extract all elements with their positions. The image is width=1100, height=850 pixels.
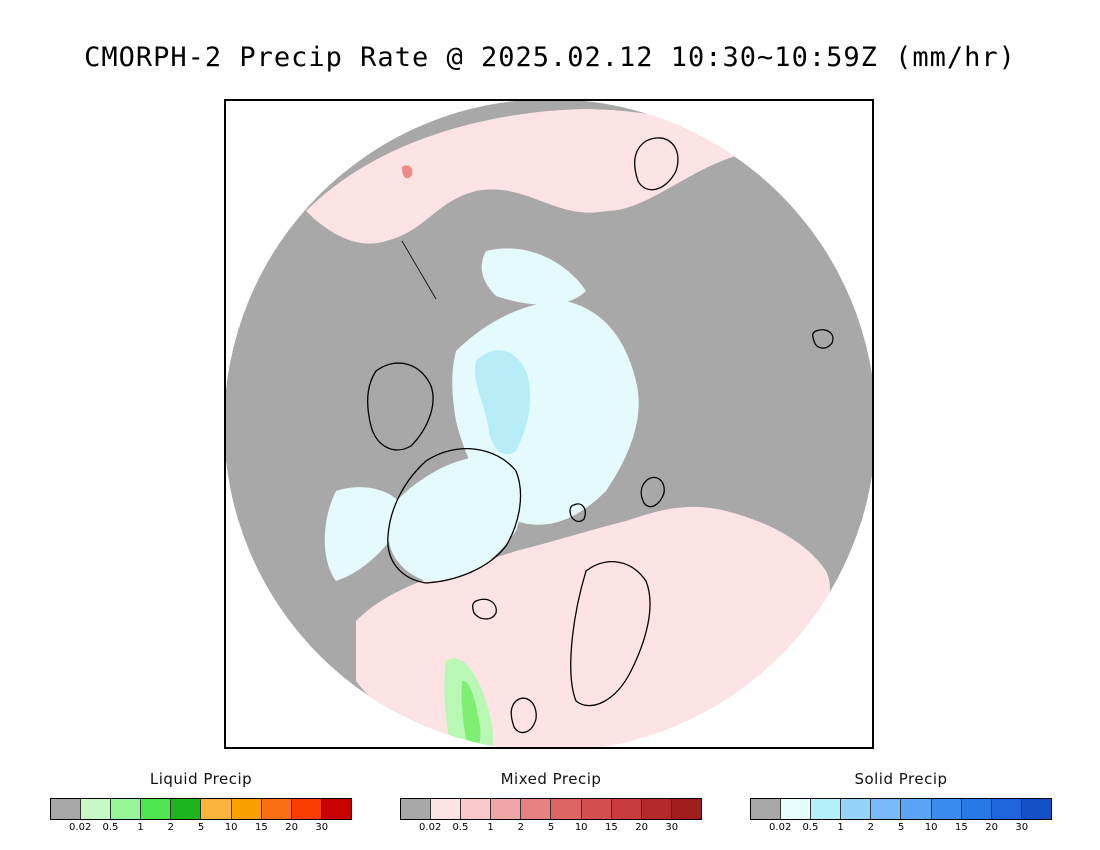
coastline-scandinavia bbox=[570, 561, 651, 707]
legend-tick-label: 0.5 bbox=[102, 822, 119, 833]
legend-title: Solid Precip bbox=[854, 770, 948, 788]
legend-swatch bbox=[901, 799, 932, 819]
legend-swatch bbox=[521, 799, 552, 819]
legend-swatch bbox=[431, 799, 462, 819]
legend-tick-label: 5 bbox=[897, 822, 905, 833]
legend-swatch bbox=[261, 799, 292, 819]
legend-tick-label: 0.5 bbox=[452, 822, 469, 833]
border-alaska-canada bbox=[401, 240, 437, 300]
legend-ticks: 0.02 0.5 1 2 5 10 15 20 30 bbox=[750, 822, 1052, 836]
legend-liquid-precip: Liquid Precip 0.02 0.5 1 2 5 10 15 20 30 bbox=[50, 770, 352, 836]
solid-precip-beaufort bbox=[481, 248, 586, 305]
legend-ticks: 0.02 0.5 1 2 5 10 15 20 30 bbox=[50, 822, 352, 836]
legend-title: Liquid Precip bbox=[149, 770, 253, 788]
legend-swatch bbox=[931, 799, 962, 819]
legend-swatches bbox=[50, 798, 352, 820]
legend-swatch bbox=[781, 799, 812, 819]
legend-tick-label: 5 bbox=[547, 822, 555, 833]
legend-swatch bbox=[841, 799, 872, 819]
coastline-kamchatka bbox=[634, 137, 679, 191]
legend-swatch bbox=[321, 799, 351, 819]
legend-swatch bbox=[751, 799, 782, 819]
legend-swatch bbox=[201, 799, 232, 819]
legend-swatch bbox=[491, 799, 522, 819]
legend-swatch bbox=[551, 799, 582, 819]
legend-swatch bbox=[671, 799, 701, 819]
solid-precip-arctic-core bbox=[474, 350, 531, 455]
coastline-greenland bbox=[387, 448, 522, 584]
legend-tick-label: 0.02 bbox=[69, 822, 92, 833]
solid-precip-greenland bbox=[387, 455, 523, 581]
legend-tick-label: 1 bbox=[837, 822, 844, 833]
legend-swatch bbox=[811, 799, 842, 819]
legend-swatch bbox=[961, 799, 992, 819]
legend-swatch bbox=[641, 799, 672, 819]
legend-tick-label: 1 bbox=[137, 822, 144, 833]
chart-title: CMORPH-2 Precip Rate @ 2025.02.12 10:30~… bbox=[84, 42, 1016, 73]
legend-swatch bbox=[51, 799, 82, 819]
legend-swatch bbox=[81, 799, 112, 819]
legend-tick-label: 0.5 bbox=[802, 822, 819, 833]
coastline-iceland bbox=[472, 598, 497, 620]
legend-swatch bbox=[401, 799, 432, 819]
legend-tick-label: 10 bbox=[574, 822, 588, 833]
liquid-precip-atlantic-core bbox=[461, 680, 481, 747]
legend-tick-label: 10 bbox=[924, 822, 938, 833]
legend-swatch bbox=[111, 799, 142, 819]
legend-ticks: 0.02 0.5 1 2 5 10 15 20 30 bbox=[400, 822, 702, 836]
coastline-novaya-zemlya bbox=[640, 476, 665, 508]
legend-solid-precip: Solid Precip 0.02 0.5 1 2 5 10 15 20 30 bbox=[750, 770, 1052, 836]
legend-swatch bbox=[141, 799, 172, 819]
legend-tick-label: 30 bbox=[665, 822, 679, 833]
coastline-british-isles bbox=[510, 697, 537, 734]
legend-swatch bbox=[611, 799, 642, 819]
legend-tick-label: 0.02 bbox=[419, 822, 442, 833]
legend-tick-label: 0.02 bbox=[769, 822, 792, 833]
legend-tick-label: 1 bbox=[487, 822, 494, 833]
legend-swatch bbox=[581, 799, 612, 819]
legend-swatches bbox=[400, 798, 702, 820]
coastline-canadian-archipelago bbox=[367, 362, 434, 451]
legend-tick-label: 30 bbox=[315, 822, 329, 833]
legend-tick-label: 20 bbox=[285, 822, 298, 833]
legend-tick-label: 20 bbox=[635, 822, 648, 833]
coastline-caspian bbox=[812, 329, 834, 349]
legend-swatch bbox=[1021, 799, 1051, 819]
legend-tick-label: 30 bbox=[1015, 822, 1029, 833]
legend-swatches bbox=[750, 798, 1052, 820]
legend-swatch bbox=[461, 799, 492, 819]
polar-map-frame bbox=[224, 99, 874, 749]
legend-tick-label: 15 bbox=[955, 822, 968, 833]
legend-swatch bbox=[991, 799, 1022, 819]
legend-title: Mixed Precip bbox=[500, 770, 602, 788]
legend-swatch bbox=[871, 799, 902, 819]
legend-tick-label: 2 bbox=[867, 822, 874, 833]
legend-tick-label: 15 bbox=[255, 822, 268, 833]
legend-tick-label: 5 bbox=[197, 822, 205, 833]
legend-swatch bbox=[171, 799, 202, 819]
legend-swatch bbox=[291, 799, 322, 819]
legend-tick-label: 10 bbox=[224, 822, 238, 833]
legend-tick-label: 2 bbox=[167, 822, 174, 833]
legend-tick-label: 2 bbox=[517, 822, 524, 833]
mixed-precip-scandinavia bbox=[547, 550, 688, 729]
coastline-svalbard bbox=[569, 503, 586, 523]
polar-stereographic-map bbox=[226, 101, 872, 747]
legend-tick-label: 15 bbox=[605, 822, 618, 833]
mixed-precip-north-pacific bbox=[306, 109, 736, 244]
legend-tick-label: 20 bbox=[985, 822, 998, 833]
legend-mixed-precip: Mixed Precip 0.02 0.5 1 2 5 10 15 20 30 bbox=[400, 770, 702, 836]
mixed-precip-moderate-spot bbox=[402, 165, 413, 179]
solid-precip-baffin-belt bbox=[324, 487, 406, 581]
legend-swatch bbox=[231, 799, 262, 819]
